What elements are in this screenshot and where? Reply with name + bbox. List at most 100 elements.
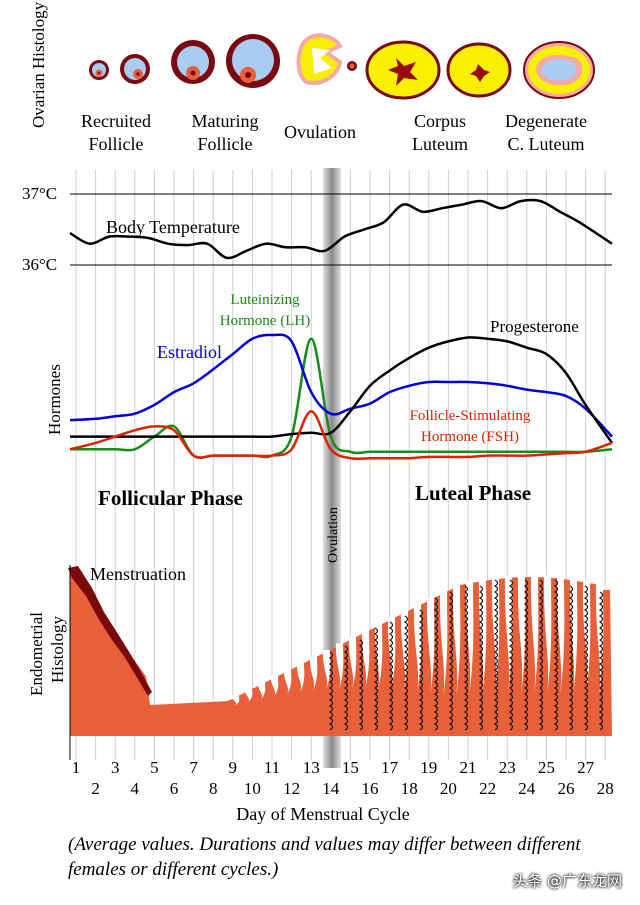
hormones-row-label: Hormones (45, 364, 64, 435)
hormone-lines (69, 333, 614, 461)
spiral-artery (508, 579, 514, 731)
estradiol-label: Estradiol (157, 342, 222, 362)
spiral-artery (388, 621, 394, 731)
x-tick-day-26: 26 (558, 779, 575, 798)
x-tick-day-9: 9 (229, 758, 238, 777)
endometrial-gland (504, 575, 513, 696)
x-tick-day-6: 6 (170, 779, 179, 798)
endometrial-gland (452, 585, 461, 699)
x-tick-day-25: 25 (538, 758, 555, 777)
ovarian-row-label-line1: Ovarian Histology (29, 1, 48, 128)
progesterone-line (69, 336, 614, 444)
degenerate-corpus-luteum-icon (523, 41, 595, 99)
endometrial-gland (322, 650, 331, 691)
luteal-phase-label: Luteal Phase (415, 481, 531, 505)
x-axis-ticks: 1 3 5 7 9 11 13 15 17 19 21 23 25 272 4 6 8 10 12 14 16 18 20 2… (72, 758, 614, 798)
caption: (Average values. Durations and values ma… (68, 834, 581, 880)
stage-label-corpus-1: Corpus (414, 111, 466, 131)
x-tick-day-17: 17 (381, 758, 399, 777)
stage-label-corpus-2: Luteum (412, 134, 468, 154)
x-tick-day-11: 11 (264, 758, 280, 777)
endometrial-gland (465, 581, 474, 698)
follicle-illustrations (89, 33, 595, 100)
body-temperature-line (69, 198, 613, 260)
spiral-artery (328, 651, 334, 731)
spiral-artery (433, 597, 439, 731)
spiral-artery (358, 639, 364, 731)
spiral-artery (598, 591, 604, 731)
lh-label-1: Luteinizing (230, 292, 300, 308)
x-tick-day-19: 19 (420, 758, 437, 777)
menstruation-label: Menstruation (90, 564, 186, 584)
spiral-artery (373, 627, 379, 731)
spiral-artery (403, 615, 409, 731)
x-tick-day-27: 27 (577, 758, 595, 777)
endometrial-gland (296, 663, 305, 693)
endometrial-gland (387, 617, 396, 692)
x-tick-day-21: 21 (460, 758, 477, 777)
stage-label-degenerate-1: Degenerate (505, 111, 587, 131)
endometrial-gland (543, 575, 552, 696)
x-tick-day-4: 4 (131, 779, 140, 798)
x-tick-day-14: 14 (322, 779, 340, 798)
spiral-artery (463, 585, 469, 731)
endometrial-gland (231, 695, 240, 706)
spiral-artery (418, 609, 424, 731)
spiral-artery (343, 645, 349, 731)
fsh-label-1: Follicle-Stimulating (410, 408, 531, 424)
progesterone-label: Progesterone (490, 317, 579, 336)
spiral-artery (493, 579, 499, 731)
spiral-artery (523, 579, 529, 731)
x-tick-day-7: 7 (189, 758, 198, 777)
x-tick-day-10: 10 (244, 779, 261, 798)
x-tick-day-15: 15 (342, 758, 359, 777)
body-temperature-label: Body Temperature (106, 217, 240, 237)
spiral-artery (553, 579, 559, 731)
spiral-artery (538, 579, 544, 731)
menstrual-shedding-edge (68, 566, 152, 696)
stage-label-recruited-2: Follicle (89, 134, 144, 154)
x-axis-label: Day of Menstrual Cycle (236, 804, 409, 824)
spiral-artery (568, 585, 574, 731)
endometrial-gland (374, 624, 383, 691)
endometrial-gland (244, 689, 253, 703)
maturing-follicle-icon (171, 34, 280, 88)
endometrial-gland (556, 576, 565, 697)
endometrial-gland (426, 598, 435, 697)
ovulation-band (323, 168, 341, 768)
endometrial-gland (530, 575, 539, 696)
x-tick-day-22: 22 (479, 779, 496, 798)
endometrial-gland (439, 591, 448, 700)
temp-tick-37: 37°C (22, 184, 57, 203)
spiral-artery (448, 591, 454, 731)
x-tick-day-18: 18 (401, 779, 418, 798)
stage-label-maturing-2: Follicle (198, 134, 253, 154)
ovarian-row-label: Ovarian Histology (29, 1, 48, 128)
x-tick-day-3: 3 (111, 758, 120, 777)
fsh-line (69, 409, 613, 461)
endometrial-gland (309, 656, 318, 692)
x-tick-day-13: 13 (303, 758, 320, 777)
x-tick-day-28: 28 (597, 779, 614, 798)
x-tick-day-20: 20 (440, 779, 457, 798)
ovulation-vertical-label: Ovulation (326, 507, 341, 563)
x-tick-day-8: 8 (209, 779, 218, 798)
estradiol-line (69, 333, 613, 438)
stage-label-recruited-1: Recruited (81, 111, 151, 131)
stage-label-degenerate-2: C. Luteum (508, 134, 585, 154)
x-tick-day-5: 5 (150, 758, 159, 777)
endometrial-gland (335, 643, 344, 690)
spiral-artery (583, 585, 589, 731)
follicular-phase-label: Follicular Phase (98, 486, 243, 510)
x-tick-day-1: 1 (72, 758, 81, 777)
endometrial-gland (283, 669, 292, 695)
endometrial-gland (361, 630, 370, 690)
spiral-artery (478, 585, 484, 731)
endometrial-gland (517, 575, 526, 696)
fsh-label-2: Hormone (FSH) (421, 429, 519, 445)
lh-label-2: Hormone (LH) (220, 313, 310, 329)
x-tick-day-2: 2 (91, 779, 100, 798)
endometrial-gland (348, 637, 357, 690)
endometrial-gland (270, 676, 279, 697)
